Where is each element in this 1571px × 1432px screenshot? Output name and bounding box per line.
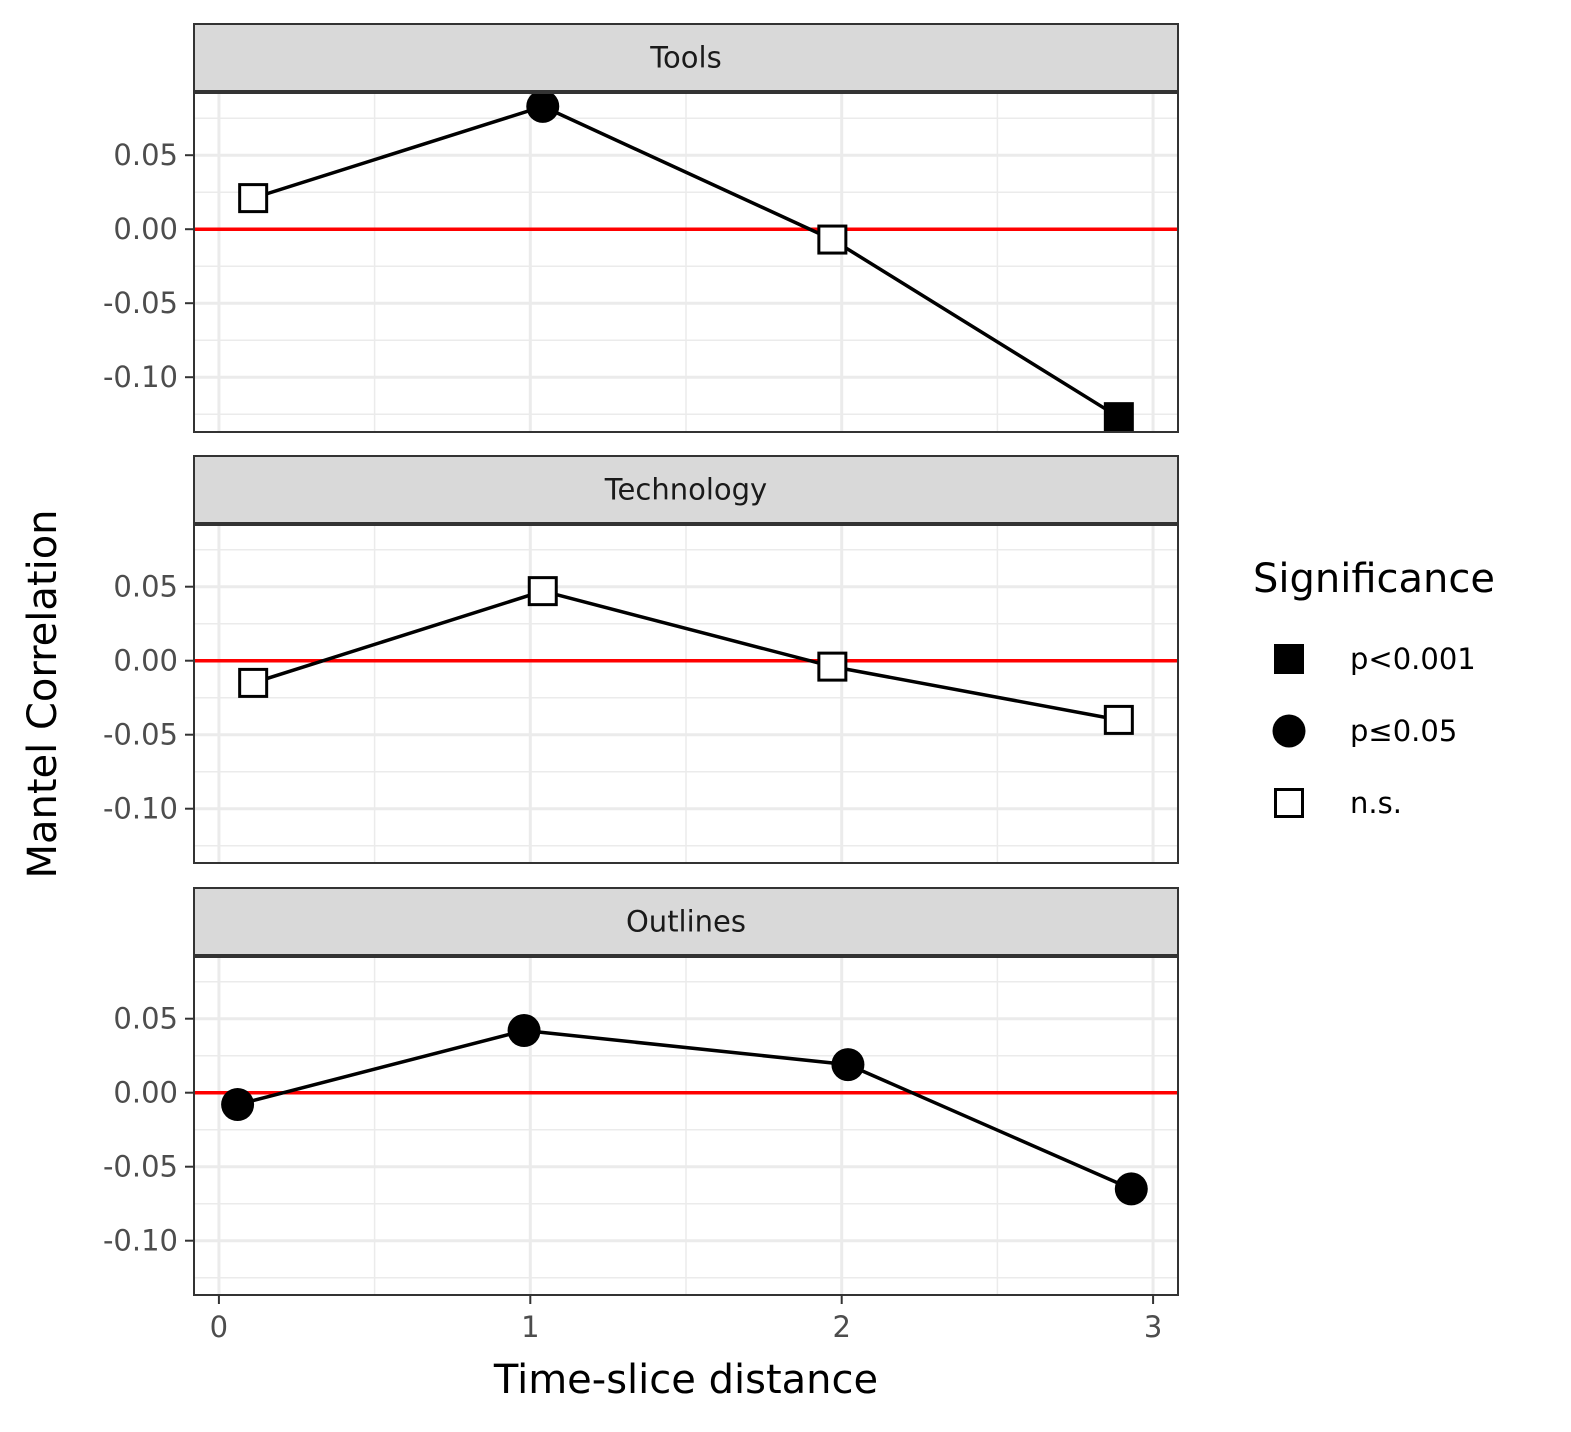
data-point bbox=[1103, 402, 1134, 433]
facet-strip bbox=[193, 887, 1179, 956]
series-line bbox=[237, 1028, 1133, 1191]
facet-panel-technology: Technology 0.05 0.00 -0.05 -0.10 bbox=[103, 455, 1179, 864]
legend-label: p<0.001 bbox=[1350, 642, 1476, 676]
y-axis-title: Mantel Correlation bbox=[20, 509, 66, 878]
facet-strip-label: Technology bbox=[604, 473, 767, 507]
data-point bbox=[238, 667, 269, 698]
y-tick-label: 0.05 bbox=[113, 1002, 178, 1036]
data-point bbox=[817, 651, 848, 682]
data-point bbox=[507, 1014, 541, 1048]
x-tick-label: 0 bbox=[210, 1310, 228, 1344]
data-point bbox=[1114, 1172, 1148, 1206]
series-line bbox=[252, 589, 1120, 722]
facet-strip bbox=[193, 455, 1179, 524]
panel-border bbox=[193, 524, 1179, 864]
facet-panel-outlines: Outlines 0.05 0.00 -0.05 -0.10 0 1 2 3 bbox=[103, 887, 1179, 1344]
y-tick-label: 0.00 bbox=[113, 644, 178, 678]
legend-label: p≤0.05 bbox=[1350, 714, 1457, 748]
facet-strip bbox=[193, 23, 1179, 92]
series-line bbox=[252, 104, 1120, 419]
facet-strip-label: Outlines bbox=[626, 905, 746, 939]
legend-key-filled-circle bbox=[1272, 714, 1306, 748]
y-tick-label: -0.10 bbox=[103, 1224, 178, 1258]
data-point bbox=[526, 89, 560, 123]
panel-border bbox=[193, 92, 1179, 433]
data-point bbox=[831, 1048, 865, 1082]
x-tick-label: 2 bbox=[832, 1310, 850, 1344]
x-axis-title: Time-slice distance bbox=[493, 1357, 878, 1403]
legend-title: Significance bbox=[1253, 556, 1495, 602]
x-tick-label: 3 bbox=[1144, 1310, 1162, 1344]
facet-panel-tools: Tools 0.05 0.00 -0.05 -0.10 bbox=[103, 23, 1179, 433]
y-tick-label: -0.05 bbox=[103, 1150, 178, 1184]
data-point bbox=[527, 576, 558, 607]
data-point bbox=[221, 1088, 255, 1122]
data-point bbox=[1103, 704, 1134, 735]
data-point bbox=[817, 224, 848, 255]
legend-key-filled-square bbox=[1274, 644, 1304, 674]
y-tick-label: 0.00 bbox=[113, 212, 178, 246]
panel-border bbox=[193, 956, 1179, 1296]
y-tick-label: -0.05 bbox=[103, 286, 178, 320]
y-tick-label: 0.05 bbox=[113, 570, 178, 604]
legend-label: n.s. bbox=[1350, 786, 1402, 820]
facet-strip-label: Tools bbox=[649, 41, 721, 75]
legend: Significance p<0.001 p≤0.05 n.s. bbox=[1253, 556, 1495, 820]
y-tick-label: -0.05 bbox=[103, 718, 178, 752]
y-tick-label: 0.05 bbox=[113, 138, 178, 172]
data-point bbox=[238, 183, 269, 214]
y-tick-label: 0.00 bbox=[113, 1076, 178, 1110]
x-tick-label: 1 bbox=[521, 1310, 539, 1344]
y-tick-label: -0.10 bbox=[103, 360, 178, 394]
y-tick-label: -0.10 bbox=[103, 792, 178, 826]
legend-key-open-square bbox=[1274, 788, 1304, 818]
